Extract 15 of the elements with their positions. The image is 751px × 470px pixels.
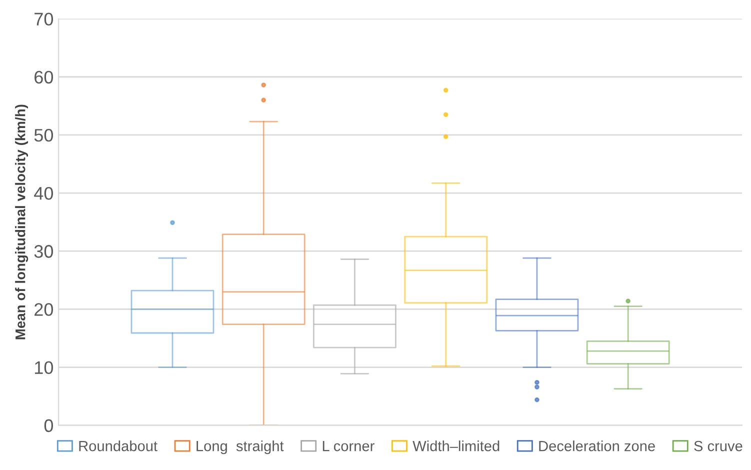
y-tick-label: 30 xyxy=(34,245,54,258)
legend-label: S cruve xyxy=(694,440,742,452)
legend-label: Deceleration zone xyxy=(539,440,655,452)
y-tick-label: 40 xyxy=(34,186,54,200)
legend-label: Long straight xyxy=(196,440,284,454)
y-tick-label: 70 xyxy=(34,12,54,26)
y-tick-label: 0 xyxy=(44,419,54,432)
y-tick-label: 50 xyxy=(34,128,54,142)
legend-label: Width–limited xyxy=(412,440,500,452)
y-tick-label: 60 xyxy=(34,70,54,84)
y-tick-label: 10 xyxy=(35,361,54,374)
legend-label: L corner xyxy=(322,441,374,452)
y-tick-label: 20 xyxy=(34,303,54,316)
y-axis-title: Mean of longitudinal velocity (km/h) xyxy=(15,104,28,340)
legend-label: Roundabout xyxy=(79,440,158,452)
